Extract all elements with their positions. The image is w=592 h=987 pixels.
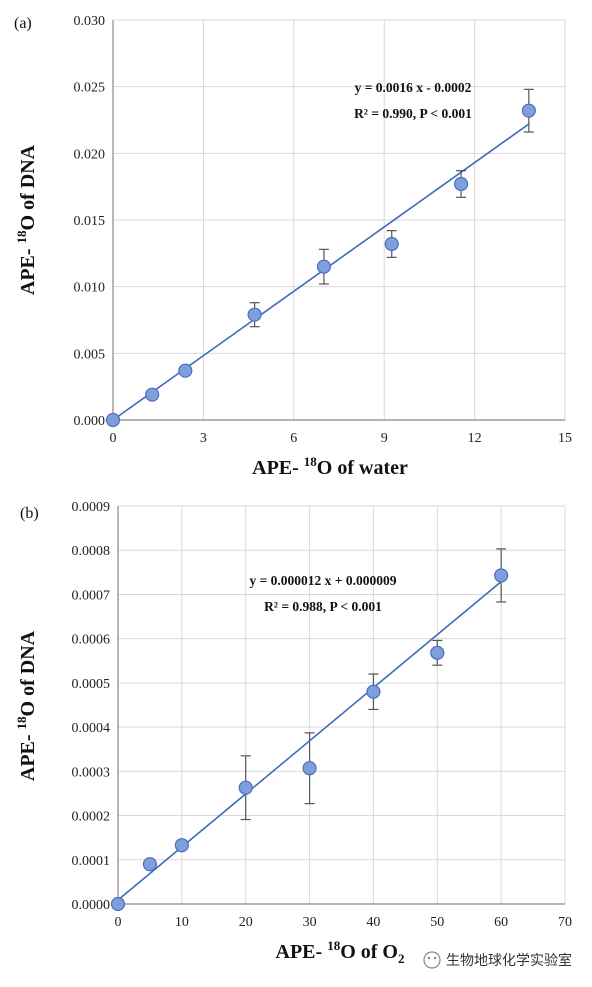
y-tick-label: 0.020 (74, 147, 106, 162)
data-point (453, 176, 469, 192)
wechat-icon (423, 951, 441, 969)
data-point (316, 259, 332, 274)
data-point (521, 103, 536, 118)
y-tick-label: 0.0003 (72, 765, 111, 780)
y-tick-label: 0.030 (74, 14, 106, 29)
y-tick-label: 0.000 (74, 414, 106, 429)
data-point (494, 568, 509, 583)
y-tick-label: 0.0004 (72, 721, 111, 736)
panel-a: 0.000 0.005 0.010 0.015 0.020 0.025 0.030 0 3 6 9 1… (14, 14, 572, 479)
panel-label: (b) (20, 505, 39, 522)
x-axis-label: APE- 18O of O2 (276, 938, 405, 966)
y-tick-label: 0.010 (74, 281, 106, 296)
data-point (430, 645, 445, 660)
y-tick-label: 0.005 (74, 347, 106, 362)
regression-equation: y = 0.000012 x + 0.000009 (249, 573, 396, 588)
x-tick-label: 0 (110, 431, 117, 446)
y-axis-label: APE- 18O of DNA (14, 630, 39, 781)
x-tick-label: 50 (430, 915, 444, 930)
y-tick-label: 0.0000 (72, 898, 111, 913)
y-tick-label: 0.015 (74, 214, 106, 229)
panel-label: (a) (14, 15, 32, 32)
y-tick-label: 0.0007 (72, 588, 111, 603)
x-tick-label: 30 (303, 915, 317, 930)
data-point (174, 838, 189, 853)
x-tick-label: 20 (239, 915, 253, 930)
data-point (178, 363, 193, 378)
y-tick-label: 0.025 (74, 81, 106, 96)
wechat-icon-eye (433, 956, 437, 960)
x-tick-label: 3 (200, 431, 207, 446)
x-tick-label: 12 (468, 431, 482, 446)
r-squared-text: R² = 0.988, P < 0.001 (264, 599, 382, 614)
x-tick-label: 15 (558, 431, 572, 446)
y-tick-label: 0.0009 (72, 500, 111, 515)
data-point (110, 896, 126, 912)
data-point (302, 761, 317, 776)
x-tick-label: 6 (290, 431, 297, 446)
data-point (105, 412, 121, 428)
panel-b: 0.0000 0.0001 0.0002 0.0003 0.0004 0.0005 0.00… (14, 500, 572, 966)
x-tick-label: 0 (115, 915, 122, 930)
y-axis-label: APE- 18O of DNA (14, 144, 39, 295)
data-point (247, 307, 262, 322)
data-point (142, 857, 158, 872)
y-tick-label: 0.0006 (72, 633, 111, 648)
watermark-text: 生物地球化学实验室 (446, 952, 572, 969)
wechat-icon-eye (427, 956, 431, 960)
x-axis-label: APE- 18O of water (252, 454, 408, 479)
data-point (145, 387, 160, 402)
x-tick-label: 70 (558, 915, 572, 930)
y-tick-label: 0.0002 (72, 810, 111, 825)
data-point (384, 236, 399, 252)
x-tick-label: 60 (494, 915, 508, 930)
x-tick-label: 40 (366, 915, 380, 930)
x-tick-label: 10 (175, 915, 189, 930)
y-tick-label: 0.0008 (72, 544, 111, 559)
data-point (238, 780, 253, 795)
r-squared-text: R² = 0.990, P < 0.001 (354, 106, 472, 121)
data-point (366, 684, 381, 699)
y-tick-label: 0.0001 (72, 854, 111, 869)
regression-equation: y = 0.0016 x - 0.0002 (355, 80, 472, 95)
y-tick-label: 0.0005 (72, 677, 111, 692)
watermark: 生物地球化学实验室 (423, 951, 572, 969)
x-tick-label: 9 (381, 431, 388, 446)
